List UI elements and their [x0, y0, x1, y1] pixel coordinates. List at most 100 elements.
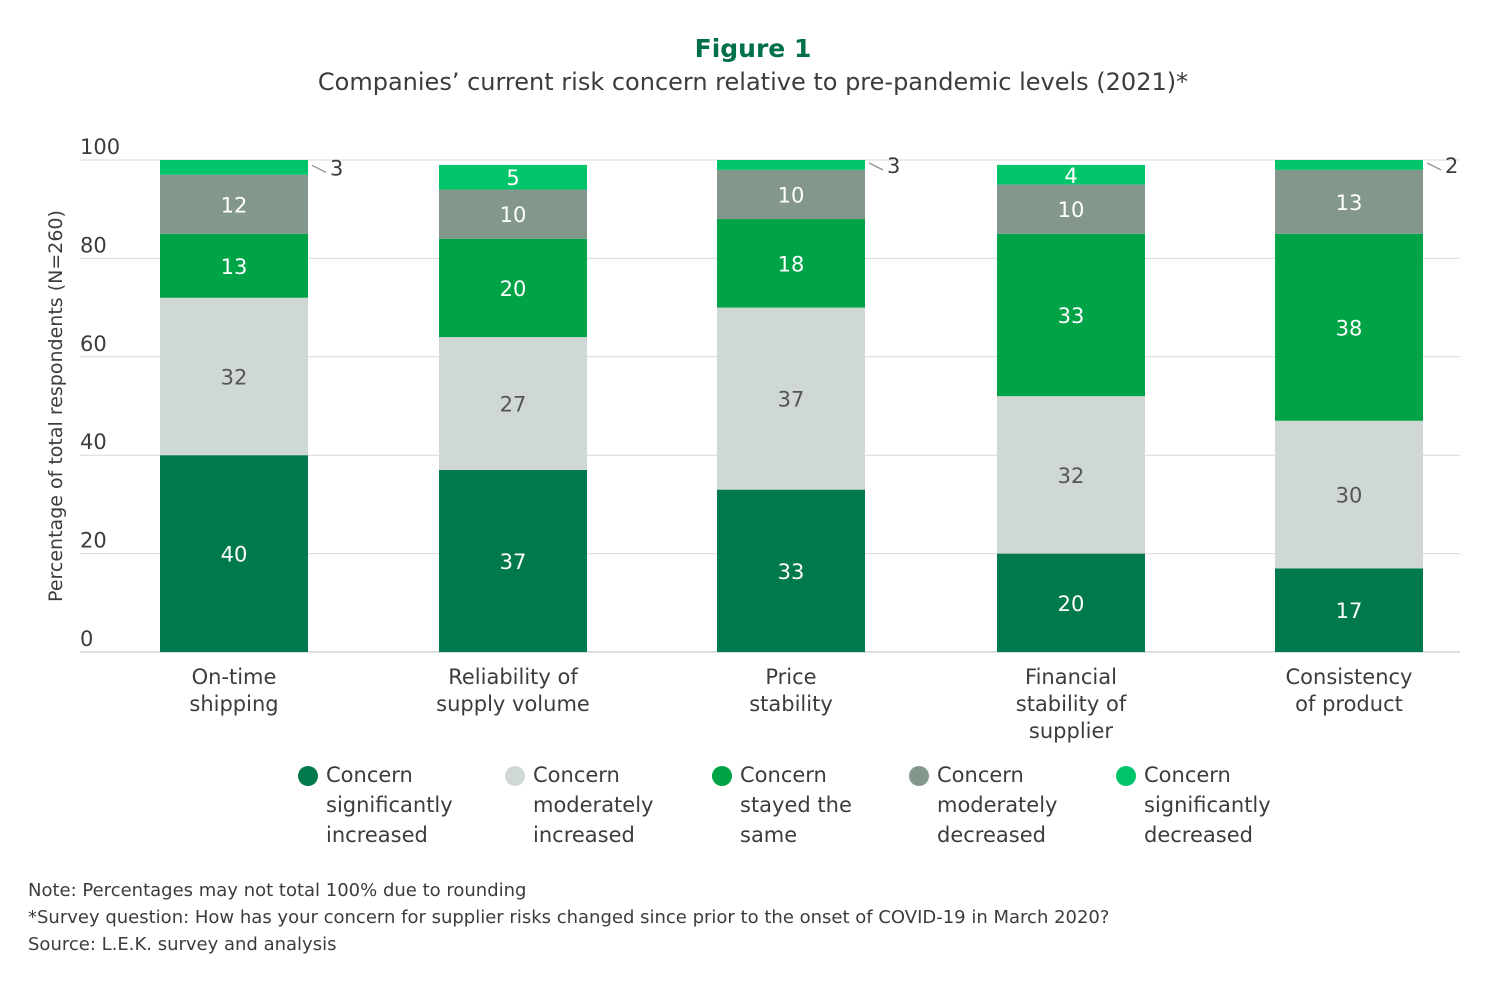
y-tick-label: 20 — [80, 529, 107, 553]
data-label: 13 — [221, 255, 248, 279]
x-category-label-line: Reliability of — [448, 665, 578, 689]
bar-segment — [439, 164, 587, 190]
x-category-label-line: supplier — [1029, 719, 1113, 743]
data-label: 10 — [1058, 198, 1085, 222]
legend-label-line: Concern — [326, 763, 413, 787]
legend-label-line: significantly — [326, 793, 453, 817]
legend-label: Concern moderately increased — [533, 760, 683, 850]
data-label: 10 — [778, 183, 805, 207]
data-label: 5 — [506, 166, 519, 190]
bar-segment — [439, 469, 587, 652]
data-label-leader — [868, 162, 884, 171]
data-label: 37 — [778, 388, 805, 412]
x-category-label-line: On-time — [192, 665, 277, 689]
legend-label-line: significantly — [1144, 793, 1271, 817]
data-label: 40 — [221, 543, 248, 567]
data-label: 12 — [221, 193, 248, 217]
bar-segment — [160, 455, 308, 652]
legend-item: Concern moderately increased — [505, 760, 695, 850]
data-label: 20 — [500, 277, 527, 301]
data-label: 37 — [500, 550, 527, 574]
data-label: 32 — [1058, 464, 1085, 488]
bar-segment — [997, 233, 1145, 397]
legend-label-line: decreased — [1144, 823, 1253, 847]
x-category-label-line: Financial — [1025, 665, 1117, 689]
legend-label-line: moderately — [937, 793, 1058, 817]
legend-item: Concern stayed the same — [712, 760, 902, 850]
legend-label-line: Concern — [937, 763, 1024, 787]
data-label-leader — [311, 164, 327, 173]
x-category-label-line: stability — [749, 692, 833, 716]
y-tick-label: 60 — [80, 332, 107, 356]
legend-item: Concern moderately decreased — [909, 760, 1099, 850]
data-label: 10 — [500, 203, 527, 227]
bar-segment — [717, 160, 865, 170]
legend-label: Concern significantly decreased — [1144, 760, 1294, 850]
legend-swatch — [298, 766, 318, 786]
data-label: 20 — [1058, 592, 1085, 616]
legend-label-line: Concern — [1144, 763, 1231, 787]
data-label: 17 — [1336, 599, 1363, 623]
chart-legend: Concern significantly increased Concern mode… — [298, 760, 1298, 860]
legend-item: Concern significantly increased — [298, 760, 488, 850]
x-category-label-line: shipping — [189, 692, 278, 716]
figure-label: Figure 1 — [694, 34, 812, 63]
x-category-label-line: Consistency — [1286, 665, 1413, 689]
x-category-label-line: stability of — [1016, 692, 1127, 716]
bar-segment — [997, 164, 1145, 185]
data-label: 13 — [1336, 191, 1363, 215]
bar-segment — [160, 160, 308, 175]
bar-segment — [439, 337, 587, 470]
bar-segment — [997, 553, 1145, 652]
data-label: 3 — [887, 154, 900, 178]
bar-segment — [717, 489, 865, 652]
bar-segment — [160, 174, 308, 234]
data-label: 30 — [1336, 484, 1363, 508]
data-label: 33 — [1058, 304, 1085, 328]
bar-segment — [997, 184, 1145, 234]
y-tick-label: 0 — [80, 627, 93, 651]
bar-segment — [717, 169, 865, 220]
chart-title: Companies’ current risk concern relative… — [317, 68, 1189, 96]
data-label: 4 — [1064, 164, 1077, 188]
x-category-label: Price stability — [749, 665, 833, 716]
data-label: 27 — [500, 393, 527, 417]
legend-swatch — [712, 766, 732, 786]
legend-label-line: Concern — [533, 763, 620, 787]
legend-swatch — [909, 766, 929, 786]
y-tick-label: 40 — [80, 430, 107, 454]
x-category-label-line: supply volume — [436, 692, 590, 716]
data-label: 38 — [1336, 316, 1363, 340]
bar-segment — [1275, 160, 1423, 170]
legend-label-line: increased — [533, 823, 635, 847]
bar-segment — [1275, 169, 1423, 234]
x-category-label: On-time shipping — [189, 665, 278, 716]
stacked-bar-chart: 0 20 40 60 80 100 Percentage of total responde… — [45, 135, 1460, 743]
legend-item: Concern significantly decreased — [1116, 760, 1306, 850]
data-label: 2 — [1445, 154, 1458, 178]
y-tick-label: 100 — [80, 135, 120, 159]
x-category-label: Consistency of product — [1286, 665, 1413, 716]
bar-segment — [1275, 233, 1423, 421]
x-category-label-line: of product — [1295, 692, 1403, 716]
legend-label-line: same — [740, 823, 798, 847]
note-survey-question: *Survey question: How has your concern f… — [28, 907, 1110, 928]
legend-label: Concern moderately decreased — [937, 760, 1087, 850]
y-tick-label: 80 — [80, 233, 107, 257]
legend-label-line: stayed the — [740, 793, 852, 817]
bar-segment — [997, 396, 1145, 554]
y-axis-label: Percentage of total respondents (N=260) — [45, 210, 67, 602]
legend-label-line: Concern — [740, 763, 827, 787]
bar-segment — [439, 189, 587, 239]
data-label: 3 — [330, 156, 343, 180]
legend-label-line: moderately — [533, 793, 654, 817]
legend-label: Concern significantly increased — [326, 760, 476, 850]
x-category-label: Reliability of supply volume — [436, 665, 590, 716]
bar-segment — [717, 307, 865, 490]
data-label: 33 — [778, 560, 805, 584]
legend-swatch — [1116, 766, 1136, 786]
data-label-leader — [1426, 162, 1442, 171]
data-label: 18 — [778, 252, 805, 276]
legend-label-line: decreased — [937, 823, 1046, 847]
bar-segment — [1275, 420, 1423, 569]
